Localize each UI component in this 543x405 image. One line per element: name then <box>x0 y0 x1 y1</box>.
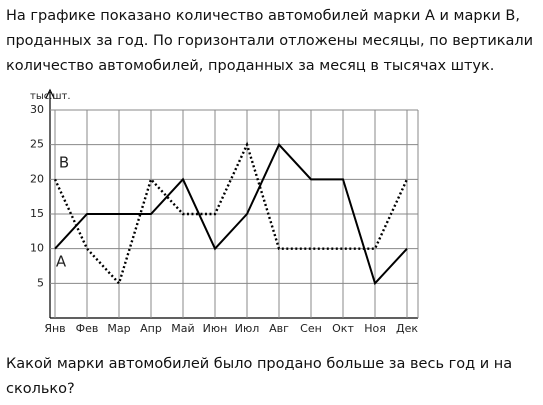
y-axis-label: тыс.шт. <box>30 91 71 102</box>
y-tick-label: 5 <box>37 276 44 289</box>
x-tick-label: Ноя <box>364 322 386 335</box>
x-tick-label: Окт <box>332 322 354 335</box>
series-label: B <box>59 154 69 172</box>
x-tick-label: Апр <box>140 322 162 335</box>
x-tick-label: Июл <box>235 322 260 335</box>
question-text: Какой марки автомобилей было продано бол… <box>6 356 513 397</box>
x-tick-label: Сен <box>300 322 322 335</box>
y-tick-label: 15 <box>30 207 44 220</box>
series-line <box>54 142 408 286</box>
series-label: A <box>56 253 67 271</box>
y-tick-label: 30 <box>30 103 44 116</box>
intro-text: На графике показано количество автомобил… <box>6 8 534 74</box>
x-tick-label: Май <box>171 322 194 335</box>
x-tick-label: Авг <box>269 322 289 335</box>
y-axis-arrow <box>45 88 55 99</box>
x-tick-label: Фев <box>76 322 99 335</box>
x-tick-label: Янв <box>44 322 65 335</box>
x-tick-label: Июн <box>203 322 228 335</box>
y-tick-label: 10 <box>30 242 44 255</box>
x-tick-label: Дек <box>396 322 418 335</box>
y-tick-label: 20 <box>30 172 44 185</box>
x-tick-label: Мар <box>107 322 130 335</box>
y-tick-label: 25 <box>30 138 44 151</box>
